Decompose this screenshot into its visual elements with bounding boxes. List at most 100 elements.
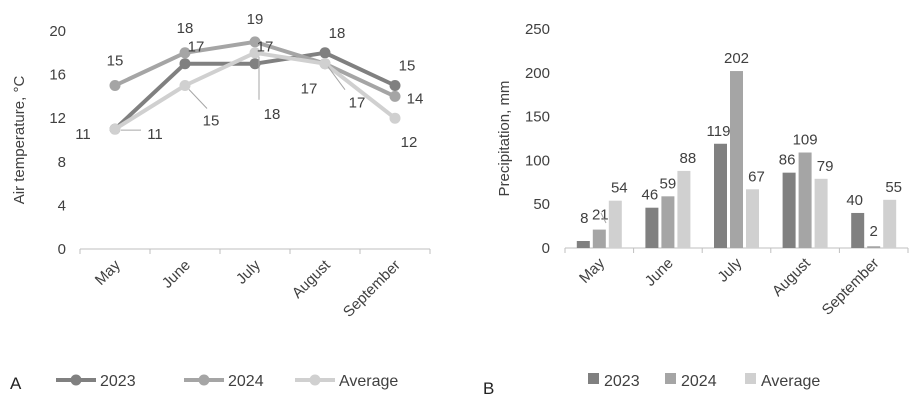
chart-a-data-label: 15: [203, 113, 220, 130]
chart-b-bar-2023: [782, 172, 796, 248]
chart-b-y-tick-label: 0: [542, 240, 550, 257]
chart-a-data-label: 17: [257, 39, 274, 56]
chart-a-data-label: 17: [349, 95, 366, 112]
chart-b-data-label: 109: [793, 132, 818, 149]
chart-a-data-label: 14: [407, 90, 424, 107]
chart-a-data-label: 17: [188, 39, 205, 56]
chart-a-point-2024: [179, 47, 191, 59]
chart-b-legend-label: 2024: [681, 373, 717, 390]
chart-b-x-tick-label: May: [576, 254, 608, 286]
chart-b-data-label: 46: [642, 187, 659, 204]
chart-a-y-tick-label: 0: [58, 241, 66, 258]
chart-a-point-2023: [389, 80, 401, 91]
chart-a-data-label: 12: [401, 134, 418, 151]
chart-a-data-label: 18: [264, 106, 281, 123]
chart-b-data-label: 2: [870, 223, 878, 240]
chart-b-data-label: 119: [707, 123, 731, 140]
chart-a-point-2024: [109, 80, 121, 91]
chart-b-data-label: 8: [580, 210, 588, 227]
chart-b-y-tick-label: 250: [525, 21, 550, 38]
chart-b-bar-2023: [714, 143, 727, 248]
chart-b-legend-swatch: [745, 373, 756, 384]
chart-b-x-tick-label: August: [769, 254, 815, 300]
chart-b-bar-average: [814, 178, 828, 248]
chart-a-legend-label: 2023: [100, 373, 136, 390]
chart-b-data-label: 79: [817, 158, 834, 175]
chart-b-bar-average: [883, 199, 897, 248]
chart-a-point-average: [389, 112, 401, 124]
chart-a-legend-marker: [309, 374, 321, 386]
chart-b-bar-2023: [645, 207, 659, 248]
chart-a-y-axis-label: Air temperature, °C: [11, 76, 28, 205]
chart-a-legend-marker: [198, 374, 210, 386]
chart-b-legend-label: Average: [761, 373, 820, 390]
chart-a-legend-marker: [70, 374, 82, 386]
chart-b-bar-average: [746, 189, 759, 248]
chart-b-bar-average: [608, 200, 622, 248]
chart-a-data-label: 19: [247, 11, 264, 28]
chart-b-y-tick-label: 150: [525, 109, 550, 126]
chart-b-y-tick-label: 50: [533, 196, 550, 213]
chart-a-label-leader: [188, 89, 208, 109]
chart-b-bar-2023: [851, 212, 865, 248]
chart-b-data-label: 21: [592, 207, 609, 224]
chart-a-point-2024: [389, 90, 401, 102]
chart-b-bar-2024: [867, 246, 881, 248]
chart-a-legend-label: Average: [339, 373, 398, 390]
chart-b-y-tick-label: 100: [525, 152, 550, 169]
chart-a-point-2024: [249, 36, 261, 48]
chart-a-data-label: 15: [107, 53, 124, 70]
chart-a-point-2023: [319, 47, 331, 59]
chart-a-data-label: 15: [399, 58, 416, 75]
chart-a-point-2023: [249, 58, 261, 70]
chart-b-x-tick-label: June: [642, 255, 677, 290]
chart-b-legend-label: 2023: [604, 373, 640, 390]
chart-b-data-label: 67: [748, 168, 765, 185]
chart-b-x-tick-label: July: [714, 254, 745, 285]
chart-b-bar-2024: [661, 196, 675, 248]
chart-b-bar-2023: [576, 240, 590, 248]
chart-a-data-label: 18: [177, 20, 194, 37]
chart-a-point-average: [249, 47, 261, 59]
chart-b-data-label: 55: [885, 179, 902, 196]
chart-a-y-tick-label: 20: [49, 23, 66, 40]
chart-b-bar-2024: [592, 229, 606, 248]
chart-a-point-average: [179, 80, 191, 91]
chart-a-data-label: 11: [75, 126, 91, 143]
chart-a-x-tick-label: August: [289, 256, 335, 302]
chart-b-bar-2024: [730, 71, 743, 248]
chart-b-data-label: 59: [660, 175, 677, 192]
chart-a-x-tick-label: July: [233, 256, 264, 287]
chart-a-panel-label: A: [10, 374, 22, 393]
chart-a-data-label: 17: [301, 81, 318, 98]
chart-b-legend-swatch: [665, 373, 676, 384]
chart-a-point-average: [109, 123, 121, 135]
chart-a-point-average: [319, 58, 331, 70]
chart-a-label-leader: [327, 66, 346, 90]
chart-b-y-tick-label: 200: [525, 65, 550, 82]
chart-a-x-tick-label: June: [159, 257, 194, 292]
chart-b-bar-2024: [798, 152, 812, 248]
chart-b-data-label: 40: [846, 192, 863, 209]
chart-a-x-tick-label: September: [340, 257, 404, 321]
chart-a-x-tick-label: May: [92, 256, 124, 288]
chart-b-bar-average: [677, 170, 691, 248]
chart-a-data-label: 18: [329, 25, 346, 42]
chart-b-x-tick-label: September: [819, 255, 883, 319]
chart-a-data-label: 11: [147, 126, 163, 143]
chart-b-data-label: 54: [611, 180, 628, 197]
chart-a-y-tick-label: 16: [49, 67, 66, 84]
chart-a-point-2023: [179, 58, 191, 70]
chart-a-y-tick-label: 12: [49, 110, 66, 127]
chart-b-panel-label: B: [483, 379, 494, 396]
chart-b-data-label: 88: [680, 150, 697, 167]
chart-b-data-label: 86: [779, 152, 796, 169]
chart-b-label-leader: [600, 212, 607, 224]
chart-b-data-label: 202: [724, 50, 749, 67]
chart-b-y-axis-label: Precipitation, mm: [496, 81, 513, 197]
chart-a-legend-label: 2024: [228, 373, 264, 390]
chart-a-y-tick-label: 8: [58, 154, 66, 171]
chart-a-y-tick-label: 4: [58, 197, 66, 214]
chart-b-legend-swatch: [588, 373, 599, 384]
